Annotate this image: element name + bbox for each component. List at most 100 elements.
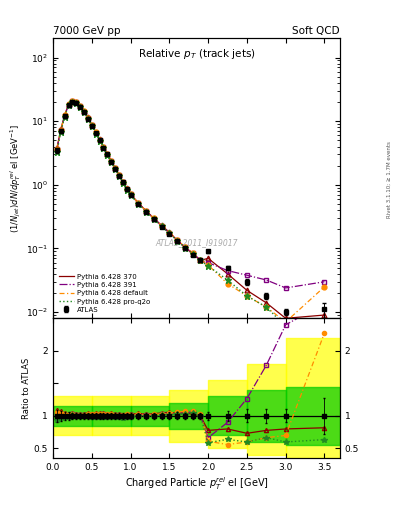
Pythia 6.428 370 [151, 215, 156, 221]
Pythia 6.428 391 [322, 279, 327, 285]
Pythia 6.428 370 [198, 258, 203, 264]
Text: Relative $p_T$ (track jets): Relative $p_T$ (track jets) [138, 47, 255, 61]
Pythia 6.428 default [190, 249, 195, 255]
Pythia 6.428 pro-q2o [322, 319, 327, 325]
Pythia 6.428 391 [121, 179, 125, 185]
Pythia 6.428 370 [101, 143, 106, 150]
Pythia 6.428 pro-q2o [62, 114, 67, 120]
Pythia 6.428 default [82, 108, 86, 114]
Pythia 6.428 370 [97, 136, 102, 142]
Pythia 6.428 370 [159, 222, 164, 228]
Pythia 6.428 pro-q2o [182, 245, 187, 251]
Pythia 6.428 pro-q2o [117, 173, 121, 179]
Pythia 6.428 370 [94, 129, 98, 135]
Pythia 6.428 pro-q2o [206, 263, 211, 269]
Pythia 6.428 391 [182, 244, 187, 250]
Pythia 6.428 pro-q2o [198, 258, 203, 264]
Pythia 6.428 default [206, 262, 211, 268]
Pythia 6.428 370 [283, 315, 288, 322]
Pythia 6.428 370 [70, 98, 75, 104]
Pythia 6.428 default [225, 281, 230, 287]
Pythia 6.428 391 [94, 130, 98, 136]
Pythia 6.428 370 [167, 229, 172, 236]
Pythia 6.428 391 [113, 165, 118, 172]
Pythia 6.428 391 [97, 137, 102, 143]
Pythia 6.428 pro-q2o [94, 131, 98, 137]
Pythia 6.428 370 [55, 145, 59, 151]
Pythia 6.428 370 [86, 114, 90, 120]
Pythia 6.428 pro-q2o [59, 129, 63, 135]
Pythia 6.428 391 [225, 267, 230, 273]
Pythia 6.428 pro-q2o [113, 166, 118, 173]
Pythia 6.428 391 [90, 122, 94, 129]
Text: Rivet 3.1.10; ≥ 1.7M events: Rivet 3.1.10; ≥ 1.7M events [387, 141, 392, 218]
Pythia 6.428 default [182, 244, 187, 250]
Pythia 6.428 pro-q2o [136, 201, 141, 207]
Pythia 6.428 370 [225, 271, 230, 277]
Pythia 6.428 370 [124, 185, 129, 191]
Pythia 6.428 default [124, 186, 129, 192]
Pythia 6.428 391 [128, 191, 133, 198]
Pythia 6.428 391 [283, 285, 288, 291]
Pythia 6.428 391 [66, 101, 71, 108]
Pythia 6.428 default [105, 151, 110, 157]
Pythia 6.428 370 [121, 179, 125, 185]
Pythia 6.428 pro-q2o [74, 100, 79, 106]
Pythia 6.428 370 [128, 191, 133, 197]
Pythia 6.428 370 [175, 237, 180, 243]
Pythia 6.428 default [283, 319, 288, 325]
Line: Pythia 6.428 370: Pythia 6.428 370 [57, 101, 325, 318]
Pythia 6.428 pro-q2o [225, 277, 230, 283]
Pythia 6.428 pro-q2o [86, 116, 90, 122]
Pythia 6.428 391 [105, 151, 110, 157]
Pythia 6.428 391 [86, 115, 90, 121]
Pythia 6.428 370 [82, 108, 86, 114]
Pythia 6.428 pro-q2o [109, 159, 114, 165]
Pythia 6.428 default [159, 223, 164, 229]
Pythia 6.428 pro-q2o [264, 304, 269, 310]
Pythia 6.428 370 [113, 165, 118, 171]
Pythia 6.428 default [97, 137, 102, 143]
Pythia 6.428 391 [144, 208, 149, 215]
Pythia 6.428 pro-q2o [167, 230, 172, 237]
Pythia 6.428 370 [78, 103, 83, 109]
Pythia 6.428 pro-q2o [144, 209, 149, 215]
Pythia 6.428 391 [109, 158, 114, 164]
Pythia 6.428 370 [144, 208, 149, 214]
Pythia 6.428 370 [59, 126, 63, 132]
Pythia 6.428 pro-q2o [101, 145, 106, 152]
Pythia 6.428 default [121, 179, 125, 185]
Pythia 6.428 default [113, 165, 118, 171]
Pythia 6.428 pro-q2o [244, 293, 249, 299]
Pythia 6.428 pro-q2o [159, 223, 164, 229]
Pythia 6.428 pro-q2o [190, 250, 195, 257]
Pythia 6.428 default [322, 284, 327, 290]
Pythia 6.428 default [59, 127, 63, 133]
Pythia 6.428 370 [117, 172, 121, 178]
Pythia 6.428 default [117, 172, 121, 178]
Pythia 6.428 pro-q2o [90, 123, 94, 129]
Pythia 6.428 default [94, 129, 98, 135]
Pythia 6.428 default [109, 158, 114, 164]
Pythia 6.428 391 [151, 216, 156, 222]
Pythia 6.428 default [66, 101, 71, 108]
Pythia 6.428 370 [264, 300, 269, 306]
Pythia 6.428 391 [167, 230, 172, 236]
Pythia 6.428 391 [175, 237, 180, 243]
Pythia 6.428 pro-q2o [97, 138, 102, 144]
Pythia 6.428 370 [182, 244, 187, 250]
Pythia 6.428 pro-q2o [121, 180, 125, 186]
Pythia 6.428 pro-q2o [70, 99, 75, 105]
Pythia 6.428 pro-q2o [128, 192, 133, 198]
Pythia 6.428 default [55, 145, 59, 152]
Pythia 6.428 391 [59, 127, 63, 133]
Pythia 6.428 391 [159, 223, 164, 229]
Pythia 6.428 default [90, 122, 94, 128]
X-axis label: Charged Particle $p_T^{rel}$ el [GeV]: Charged Particle $p_T^{rel}$ el [GeV] [125, 475, 268, 492]
Pythia 6.428 370 [66, 101, 71, 108]
Pythia 6.428 391 [124, 186, 129, 192]
Pythia 6.428 default [86, 115, 90, 121]
Pythia 6.428 default [101, 144, 106, 150]
Pythia 6.428 default [264, 304, 269, 310]
Pythia 6.428 391 [62, 113, 67, 119]
